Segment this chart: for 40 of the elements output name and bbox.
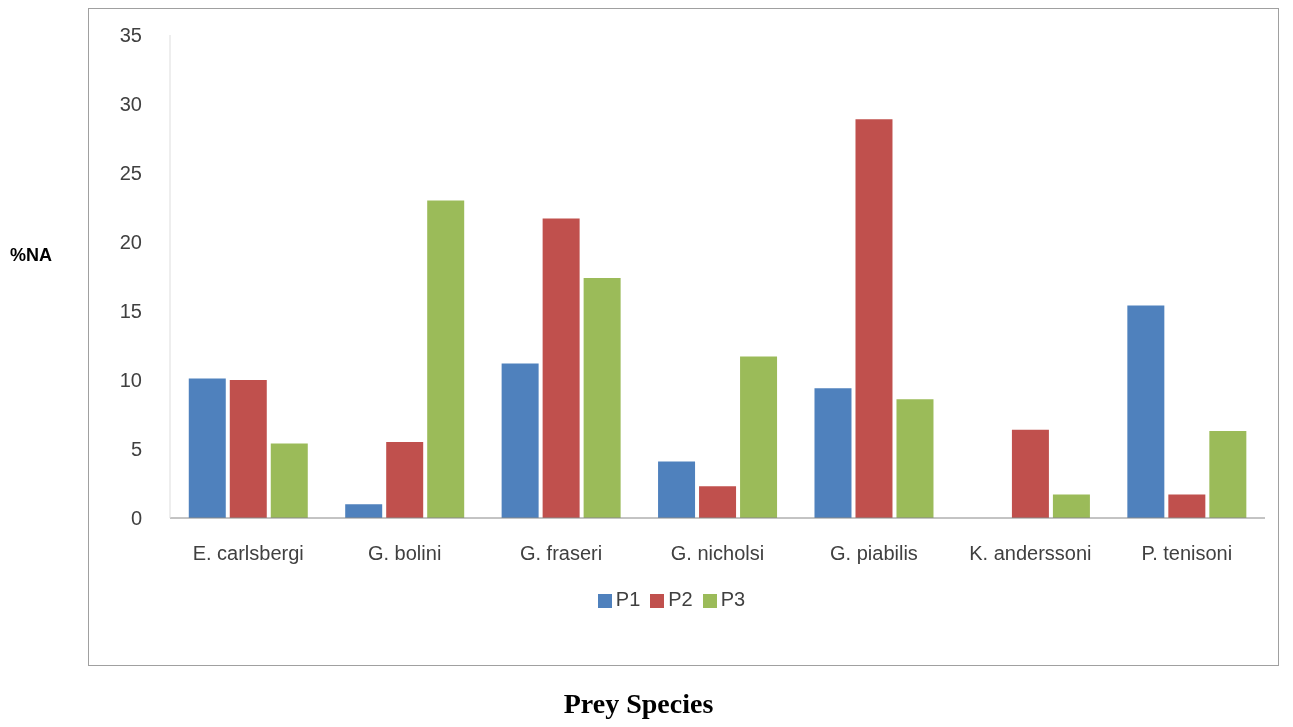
bar: [1052, 494, 1090, 518]
y-tick-label: 35: [119, 24, 142, 47]
bar: [229, 380, 267, 518]
bar: [1127, 305, 1165, 518]
bar: [386, 442, 424, 518]
legend-label: P2: [668, 588, 693, 610]
y-tick-label: 25: [119, 162, 142, 185]
bar: [583, 277, 621, 518]
bar: [427, 200, 465, 518]
x-tick-label: G. fraseri: [519, 542, 603, 565]
y-axis-title: %NA: [10, 245, 53, 266]
x-tick-label: P. tenisoni: [1141, 542, 1233, 565]
legend-label: P1: [615, 588, 641, 610]
bar: [699, 486, 737, 518]
x-tick-label: G. bolini: [367, 542, 442, 565]
y-tick-label: 5: [130, 438, 142, 461]
x-tick-label: K. anderssoni: [969, 542, 1092, 565]
bar: [542, 218, 580, 518]
bar: [740, 356, 778, 518]
bar: [1011, 429, 1049, 518]
y-tick-label: 20: [119, 231, 142, 254]
x-tick-label: G. piabilis: [830, 542, 918, 565]
bar: [814, 388, 852, 518]
legend-label: P3: [720, 588, 746, 610]
bar: [855, 119, 893, 518]
x-tick-label: E. carlsbergi: [192, 542, 304, 565]
y-tick-label: 10: [119, 369, 142, 392]
bar: [1168, 494, 1206, 518]
y-tick-label: 15: [119, 300, 142, 323]
bar: [188, 378, 226, 518]
bar: [270, 443, 308, 518]
y-tick-label: 0: [130, 507, 142, 530]
x-tick-label: G. nicholsi: [670, 542, 765, 565]
bar: [896, 399, 934, 518]
bar: [345, 504, 383, 518]
bar: [658, 461, 696, 518]
x-axis-title: Prey Species: [562, 688, 715, 720]
bar: [1209, 431, 1247, 518]
y-tick-label: 30: [119, 93, 142, 116]
bar: [501, 363, 539, 518]
